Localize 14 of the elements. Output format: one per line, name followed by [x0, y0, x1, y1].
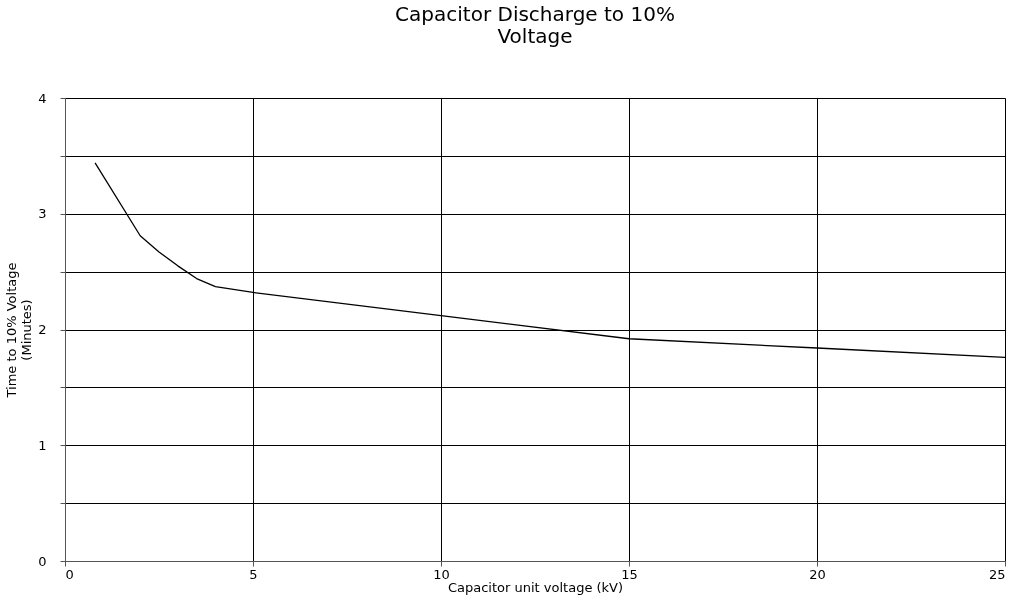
- x-tick-label: 10: [433, 566, 450, 582]
- x-tick-label: 25: [988, 566, 1006, 582]
- x-tick-label: 20: [809, 566, 826, 582]
- chart-title: Capacitor Discharge to 10% Voltage: [395, 2, 675, 48]
- y-tick-label: 1: [38, 437, 47, 453]
- y-tick-label: 4: [38, 90, 47, 106]
- x-tick-label: 15: [621, 566, 638, 582]
- y-axis-title: Time to 10% Voltage (Minutes): [4, 262, 35, 399]
- y-tick-label: 3: [38, 206, 47, 222]
- x-axis-title: Capacitor unit voltage (kV): [447, 579, 624, 595]
- y-tick-label: 2: [38, 322, 47, 337]
- y-tick-label: 0: [38, 553, 47, 569]
- x-tick-label: 5: [249, 566, 258, 582]
- x-tick-label: 0: [65, 566, 74, 582]
